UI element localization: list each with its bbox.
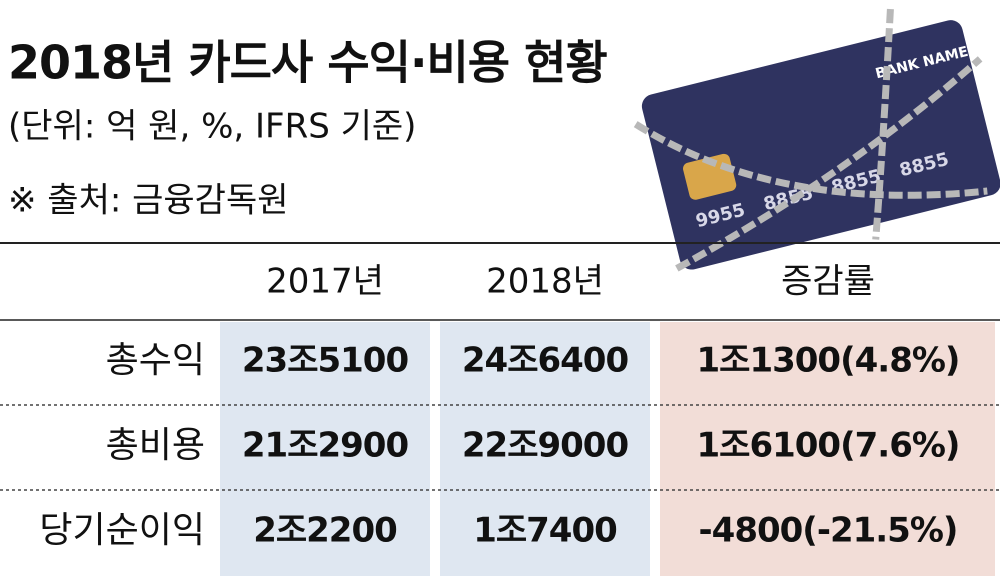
row-label: 총비용 bbox=[106, 425, 205, 466]
col-bg-2017 bbox=[220, 322, 430, 576]
column-header: 증감률 bbox=[781, 262, 875, 302]
source-note: ※ 출처: 금융감독원 bbox=[8, 181, 289, 221]
cell-value: -4800(-21.5%) bbox=[699, 511, 958, 551]
column-header: 2017년 bbox=[266, 262, 384, 302]
title: 2018년 카드사 수익·비용 현황 bbox=[8, 36, 607, 90]
card-body bbox=[641, 20, 1000, 270]
cell-value: 1조1300(4.8%) bbox=[697, 341, 960, 381]
row-label: 총수익 bbox=[106, 340, 205, 381]
cell-value: 2조2200 bbox=[253, 511, 397, 551]
unit-note: (단위: 억 원, %, IFRS 기준) bbox=[8, 107, 416, 147]
row-label: 당기순이익 bbox=[39, 510, 205, 551]
cell-value: 22조9000 bbox=[462, 426, 629, 466]
chain bbox=[872, 8, 894, 240]
cell-value: 1조7400 bbox=[473, 511, 617, 551]
cell-value: 24조6400 bbox=[462, 341, 629, 381]
cell-value: 1조6100(7.6%) bbox=[697, 426, 960, 466]
col-bg-2018 bbox=[440, 322, 650, 576]
cell-value: 23조5100 bbox=[242, 341, 409, 381]
chain bbox=[633, 121, 988, 199]
col-bg-change bbox=[660, 322, 995, 576]
cell-value: 21조2900 bbox=[242, 426, 409, 466]
column-header: 2018년 bbox=[486, 262, 604, 302]
